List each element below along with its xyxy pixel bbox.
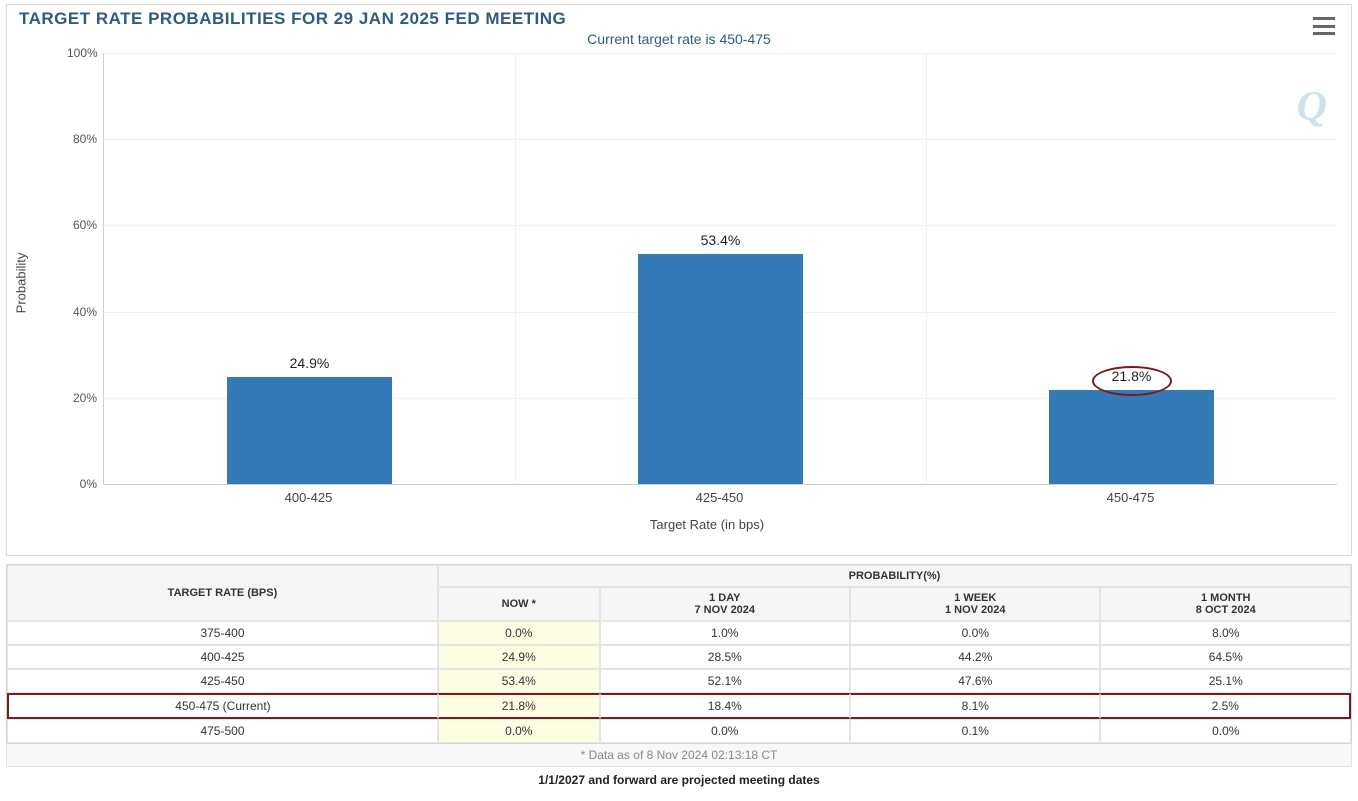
row-rate-label: 375-400 (7, 621, 438, 645)
projection-note: 1/1/2027 and forward are projected meeti… (6, 767, 1352, 787)
y-tick: 0% (67, 477, 97, 491)
y-tick: 40% (67, 305, 97, 319)
chart-highlight-ellipse (1092, 366, 1172, 396)
chart-xlabel: Target Rate (in bps) (71, 517, 1343, 532)
y-tick: 100% (67, 46, 97, 60)
x-category-label: 450-475 (1061, 490, 1201, 505)
table-row: 400-42524.9%28.5%44.2%64.5% (7, 645, 1351, 669)
probability-cell: 47.6% (850, 669, 1100, 693)
table-row: 375-4000.0%1.0%0.0%8.0% (7, 621, 1351, 645)
probability-cell: 18.4% (600, 693, 850, 719)
row-rate-label: 425-450 (7, 669, 438, 693)
probability-cell: 28.5% (600, 645, 850, 669)
probability-cell: 44.2% (850, 645, 1100, 669)
probability-cell: 8.0% (1100, 621, 1351, 645)
table-row: 475-5000.0%0.0%0.1%0.0% (7, 719, 1351, 743)
row-rate-label: 450-475 (Current) (7, 693, 438, 719)
probability-cell: 0.0% (438, 719, 600, 743)
y-tick: 80% (67, 132, 97, 146)
chart-subtitle: Current target rate is 450-475 (15, 31, 1343, 47)
probability-cell: 21.8% (438, 693, 600, 719)
row-rate-label: 400-425 (7, 645, 438, 669)
chart-axes: Q 24.9%53.4%21.8% (103, 53, 1337, 485)
table-header-probability: PROBABILITY(%) (438, 565, 1351, 587)
table-time-header: 1 DAY7 NOV 2024 (600, 587, 850, 621)
chart-bar[interactable] (227, 377, 391, 484)
x-category-label: 400-425 (239, 490, 379, 505)
table-time-header: 1 WEEK1 NOV 2024 (850, 587, 1100, 621)
y-tick: 60% (67, 218, 97, 232)
probability-cell: 25.1% (1100, 669, 1351, 693)
table-row: 425-45053.4%52.1%47.6%25.1% (7, 669, 1351, 693)
chart-card: TARGET RATE PROBABILITIES FOR 29 JAN 202… (6, 4, 1352, 556)
probability-cell: 0.0% (1100, 719, 1351, 743)
probability-cell: 0.0% (438, 621, 600, 645)
probability-cell: 0.1% (850, 719, 1100, 743)
bar-value-label: 53.4% (661, 232, 781, 248)
x-category-label: 425-450 (650, 490, 790, 505)
chart-menu-button[interactable] (1313, 17, 1335, 35)
chart-bar[interactable] (638, 254, 802, 484)
bar-value-label: 24.9% (250, 355, 370, 371)
chart-watermark: Q (1297, 83, 1325, 131)
probability-cell: 0.0% (850, 621, 1100, 645)
chart-bar[interactable] (1049, 390, 1213, 484)
table-row: 450-475 (Current)21.8%18.4%8.1%2.5% (7, 693, 1351, 719)
probability-cell: 0.0% (600, 719, 850, 743)
probability-cell: 64.5% (1100, 645, 1351, 669)
chart-plot-area: Probability Q 24.9%53.4%21.8% 0%20%40%60… (47, 53, 1343, 513)
chart-ylabel: Probability (14, 253, 29, 314)
probability-cell: 8.1% (850, 693, 1100, 719)
table-time-header: NOW * (438, 587, 600, 621)
table-time-header: 1 MONTH8 OCT 2024 (1100, 587, 1351, 621)
probability-cell: 52.1% (600, 669, 850, 693)
probability-cell: 1.0% (600, 621, 850, 645)
y-tick: 20% (67, 391, 97, 405)
probability-cell: 24.9% (438, 645, 600, 669)
table-header-rate: TARGET RATE (BPS) (7, 565, 438, 621)
chart-title: TARGET RATE PROBABILITIES FOR 29 JAN 202… (19, 9, 1343, 29)
probability-cell: 53.4% (438, 669, 600, 693)
probability-table: TARGET RATE (BPS) PROBABILITY(%) NOW *1 … (6, 564, 1352, 744)
row-rate-label: 475-500 (7, 719, 438, 743)
probability-cell: 2.5% (1100, 693, 1351, 719)
table-footnote: * Data as of 8 Nov 2024 02:13:18 CT (6, 744, 1352, 767)
